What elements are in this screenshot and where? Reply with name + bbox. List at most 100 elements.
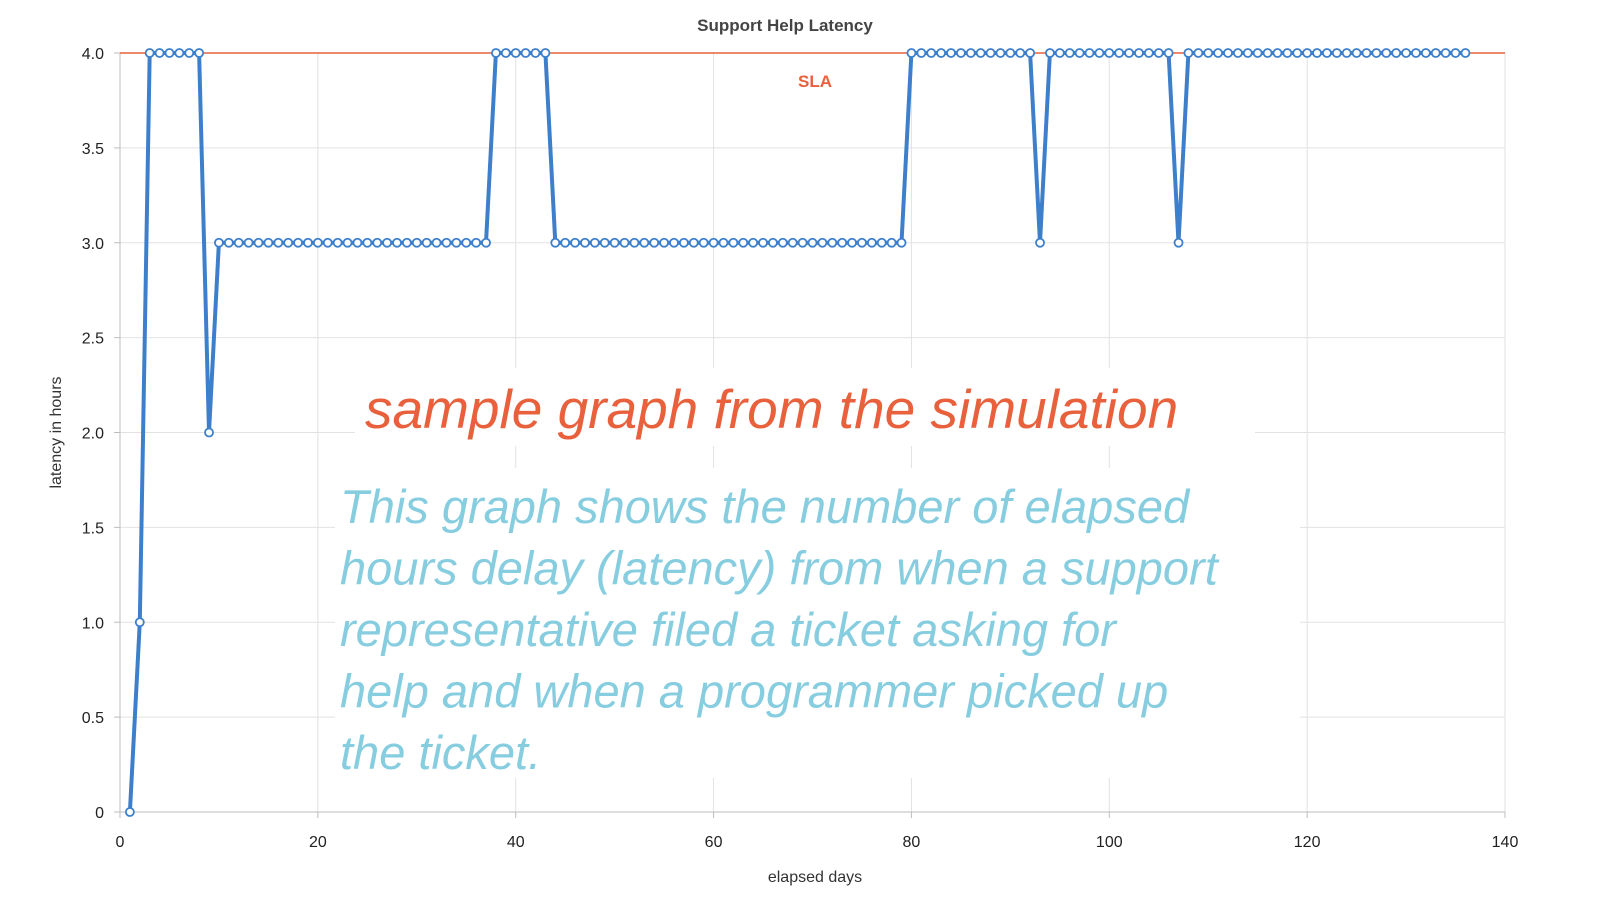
y-tick-label: 0 (95, 805, 104, 822)
data-point (659, 237, 670, 248)
annotation-body-line: This graph shows the number of elapsed (340, 480, 1191, 533)
data-point (728, 237, 739, 248)
data-point (500, 48, 511, 58)
data-point (678, 237, 689, 248)
data-point (1163, 48, 1174, 58)
data-point (906, 48, 917, 58)
data-point (975, 48, 986, 58)
x-tick-label: 0 (116, 834, 125, 851)
data-point (253, 237, 264, 248)
annotation-body-background (335, 468, 1300, 778)
data-point (451, 237, 462, 248)
data-point (965, 48, 976, 58)
chart-title: Support Help Latency (697, 16, 873, 35)
data-point (124, 807, 135, 817)
data-point (1114, 48, 1125, 58)
data-point (946, 48, 956, 58)
annotation-body-line: hours delay (latency) from when a suppor… (340, 542, 1220, 595)
x-tick-label: 60 (705, 834, 723, 851)
data-point (174, 48, 185, 58)
data-point (847, 237, 857, 248)
data-point (787, 237, 798, 248)
data-point (936, 48, 947, 58)
axes: 0 20 40 60 80 100 120 140 0 0.5 1.0 1.5 2.0 2.5 3.0 3.5… (82, 46, 1519, 851)
data-point (204, 427, 214, 438)
data-point (758, 237, 768, 248)
data-point (698, 237, 709, 248)
data-point (777, 237, 788, 248)
data-point (817, 237, 828, 248)
data-point (1252, 48, 1263, 58)
data-point (550, 237, 561, 248)
data-point (382, 237, 393, 248)
data-point (738, 237, 749, 248)
data-point (629, 237, 640, 248)
data-point (1322, 48, 1332, 58)
data-point (184, 48, 195, 58)
data-point (431, 237, 442, 248)
data-point (491, 48, 501, 58)
data-point (372, 237, 383, 248)
x-tick-label: 40 (507, 834, 525, 851)
data-point (471, 237, 482, 248)
data-point (1420, 48, 1431, 58)
data-point (1401, 48, 1411, 58)
data-point (1183, 48, 1194, 58)
data-point (401, 237, 412, 248)
data-point (322, 237, 333, 248)
data-point (1411, 48, 1421, 58)
data-point (1262, 48, 1273, 58)
data-point (1331, 48, 1342, 58)
data-point (520, 48, 531, 58)
y-tick-label: 4.0 (82, 46, 104, 63)
data-point (273, 237, 284, 248)
data-point (955, 48, 966, 58)
data-point (164, 48, 175, 58)
x-tick-label: 140 (1492, 834, 1519, 851)
data-point (1272, 48, 1283, 58)
annotation-heading: sample graph from the simulation (365, 378, 1178, 440)
data-point (718, 237, 729, 248)
x-tick-label: 100 (1096, 834, 1123, 851)
data-point (876, 237, 887, 248)
data-point (1045, 48, 1055, 58)
data-point (1143, 48, 1154, 58)
y-tick-label: 2.0 (82, 426, 104, 443)
data-point (807, 237, 818, 248)
data-point (1193, 48, 1204, 58)
data-point (609, 237, 620, 248)
data-point (926, 48, 937, 58)
annotation-body-line: help and when a programmer picked up (340, 665, 1168, 718)
data-point (1124, 48, 1134, 58)
y-tick-label: 0.5 (82, 710, 104, 727)
data-point (243, 237, 254, 248)
data-point (223, 237, 234, 248)
data-point (154, 48, 165, 58)
data-point (1064, 48, 1075, 58)
data-point (1173, 237, 1184, 248)
data-point (560, 237, 571, 248)
data-point (1054, 48, 1065, 58)
data-point (392, 237, 402, 248)
y-tick-label: 3.5 (82, 141, 104, 158)
annotation-body-line: representative filed a ticket asking for (340, 603, 1118, 656)
data-point (342, 237, 353, 248)
data-point (1223, 48, 1233, 58)
data-point (263, 237, 274, 248)
data-point (669, 237, 679, 248)
data-point (1460, 48, 1471, 58)
data-point (1015, 48, 1026, 58)
data-point (421, 237, 432, 248)
data-point (589, 237, 600, 248)
data-point (293, 237, 303, 248)
data-point (1440, 48, 1451, 58)
data-point (995, 48, 1006, 58)
data-point (332, 237, 343, 248)
data-point (540, 48, 551, 58)
data-point (708, 237, 719, 248)
data-point (1312, 48, 1322, 58)
annotation-body-line: the ticket. (340, 726, 541, 779)
data-point (1213, 48, 1224, 58)
data-point (857, 237, 867, 248)
